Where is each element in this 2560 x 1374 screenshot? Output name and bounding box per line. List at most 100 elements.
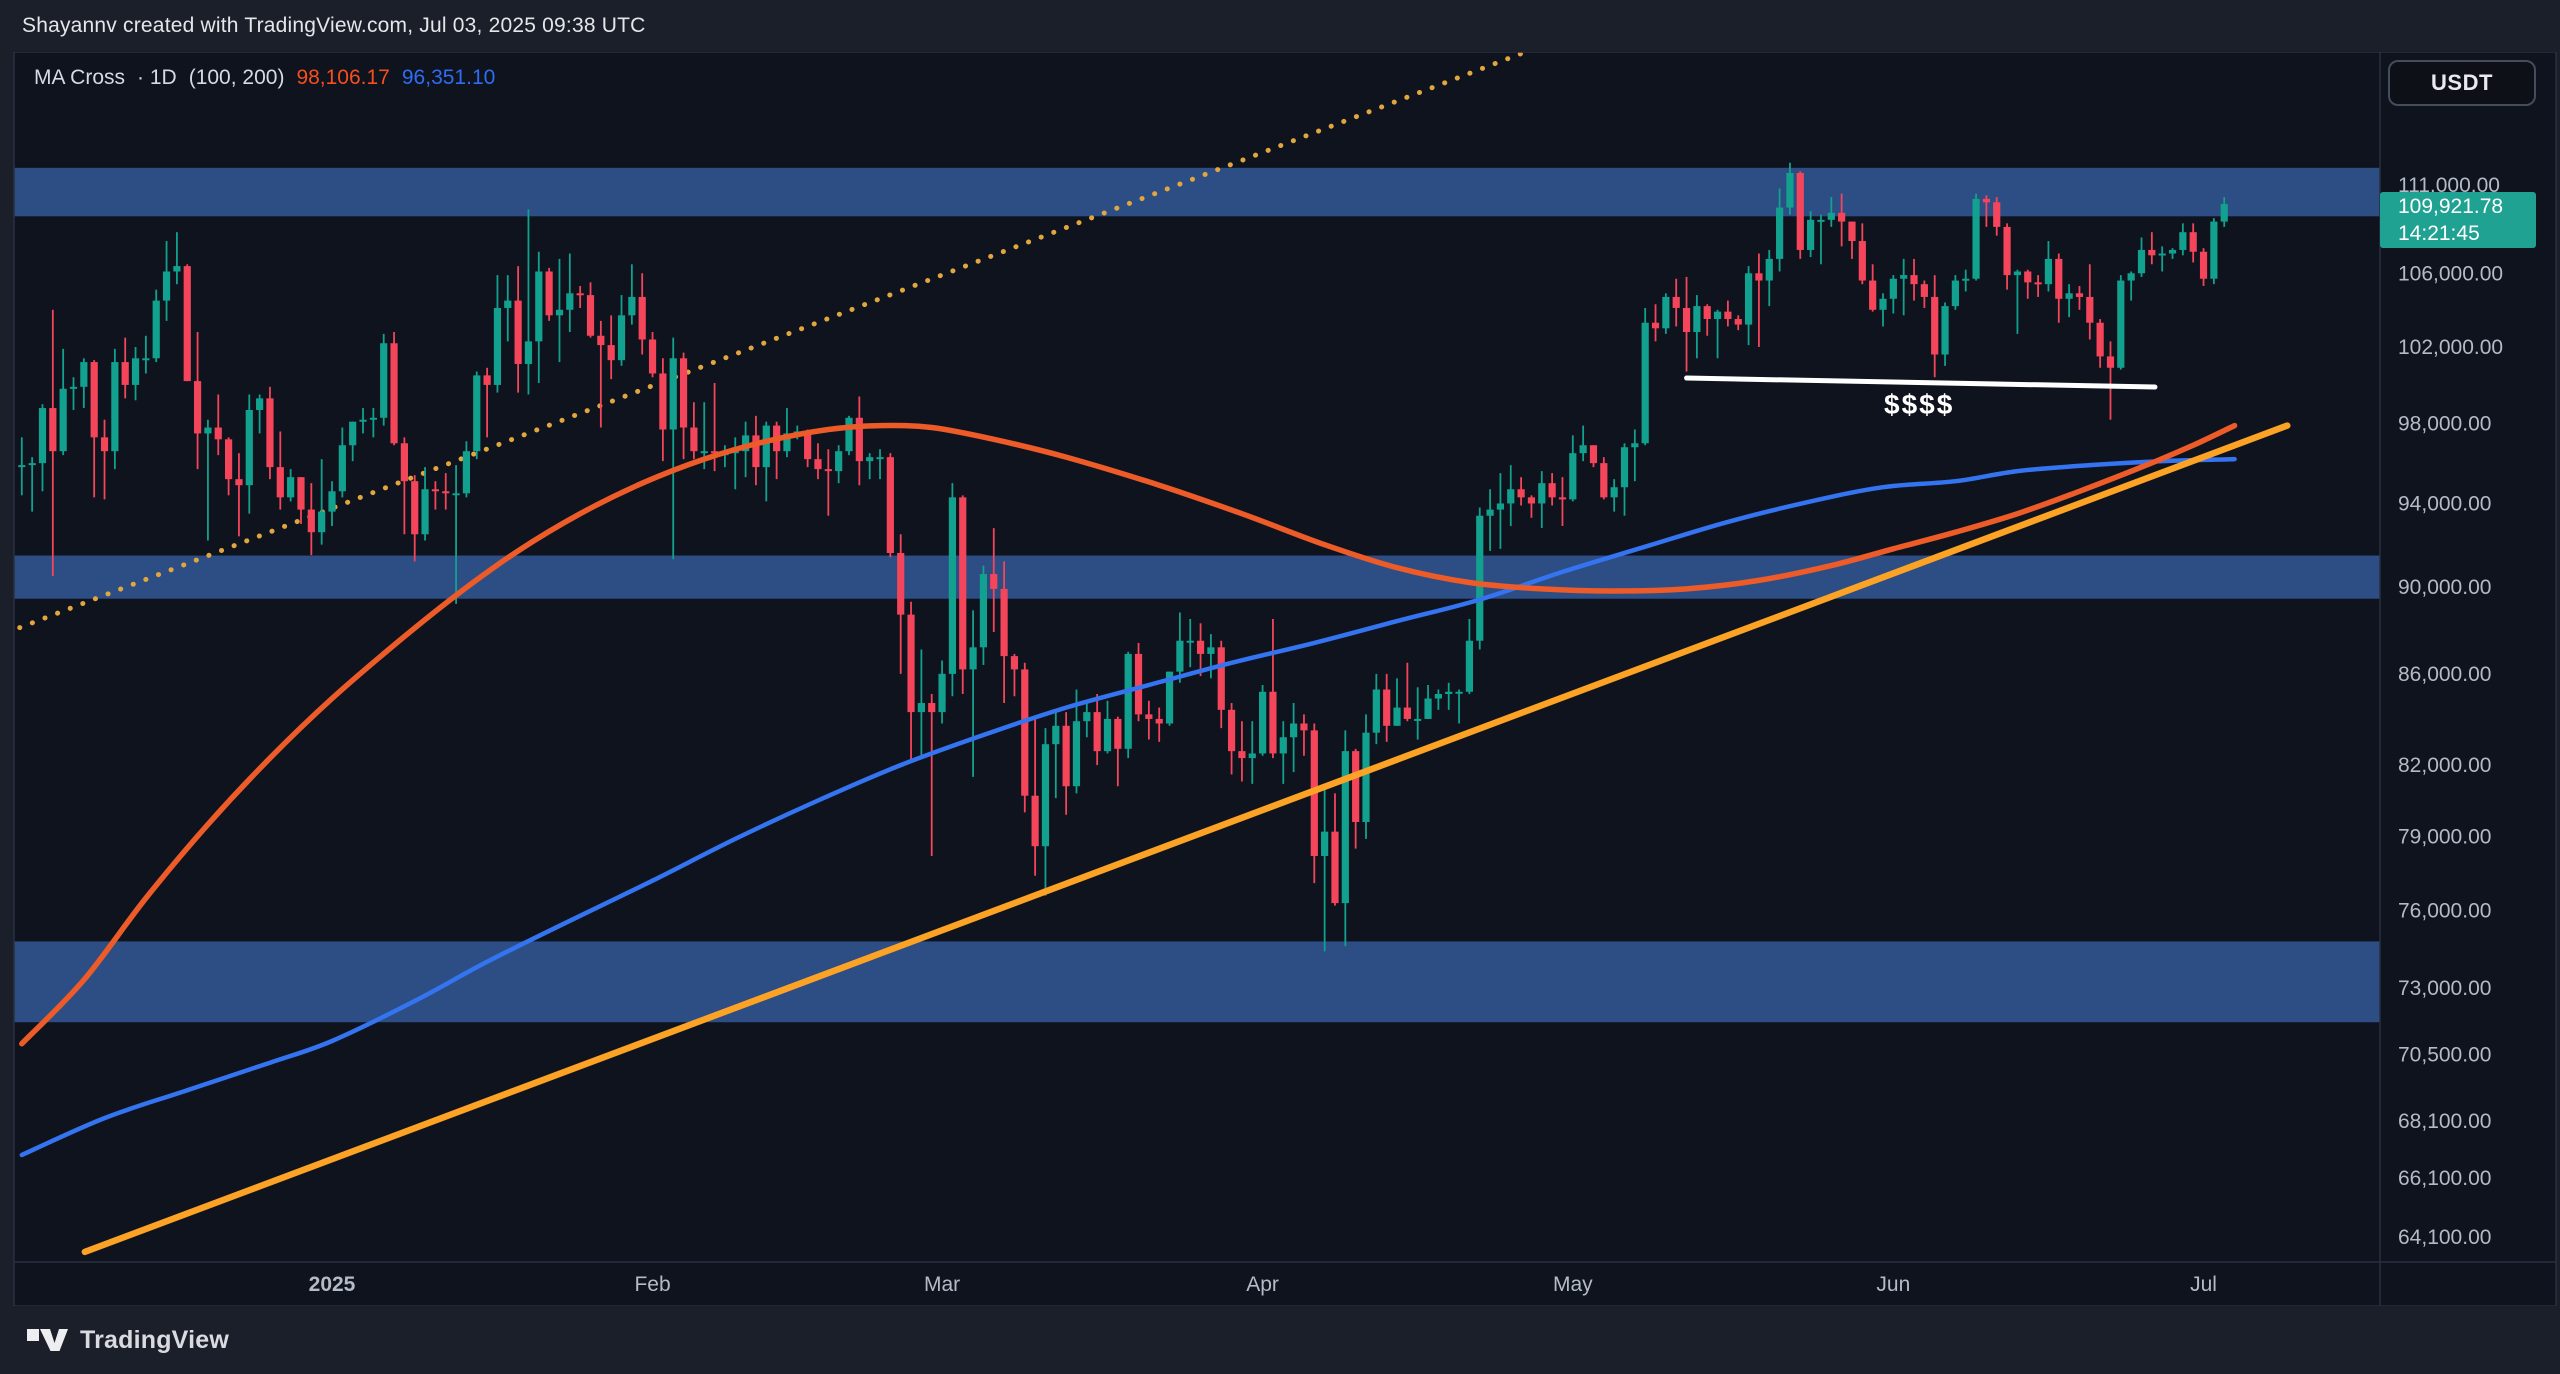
ascending-support[interactable] (81, 422, 2291, 1256)
candle-body (235, 479, 243, 486)
candle-body (2189, 232, 2197, 252)
candle-body (1072, 721, 1081, 787)
candle-body (876, 457, 884, 460)
footer-bar: TradingView (0, 1306, 2560, 1374)
candle-body (1259, 691, 1267, 754)
candle-body (90, 362, 98, 438)
last-price-badge[interactable]: 109,921.78 14:21:45 (2380, 192, 2536, 248)
candle-body (1962, 278, 1970, 281)
candle-body (659, 373, 667, 430)
candle-body (1052, 725, 1060, 745)
candle-body (307, 509, 315, 533)
price-scale[interactable]: 111,000.00 106,000.00 102,000.00 98,000.00 9… (2398, 174, 2503, 1249)
candle-body (411, 481, 419, 535)
candle-body (1548, 483, 1556, 498)
candle-body (1662, 296, 1670, 329)
candle-body (1579, 445, 1587, 454)
tradingview-brand-link[interactable]: TradingView (26, 1326, 229, 1355)
candle-body (514, 300, 522, 364)
candle-body (1134, 653, 1143, 715)
candle-body (1269, 691, 1277, 754)
resistance-zone (14, 167, 2380, 217)
candle-body (1186, 640, 1194, 643)
candle-body (349, 421, 357, 446)
candle-body (173, 266, 181, 272)
candle-body (938, 673, 946, 713)
candle-body (1941, 306, 1949, 355)
time-scale[interactable]: 2025 Feb Mar Apr May Jun Jul (309, 1273, 2217, 1296)
candle-body (555, 309, 564, 316)
candle-body (1196, 640, 1205, 654)
candle-body (1631, 443, 1639, 448)
candle-body (1776, 207, 1784, 259)
plot-area[interactable]: $$$$ (14, 50, 2380, 1256)
candle-body (897, 553, 905, 615)
tradingview-brand-text: TradingView (80, 1325, 230, 1354)
candle-body (152, 300, 160, 359)
time-tick-label: 2025 (309, 1273, 356, 1296)
candle-body (59, 388, 67, 452)
quote-currency-button[interactable]: USDT (2388, 60, 2536, 106)
candle-body (1517, 489, 1525, 498)
price-zones (14, 167, 2380, 1023)
candle-body (886, 457, 894, 554)
candle-body (1765, 258, 1773, 281)
candle-body (1755, 273, 1763, 281)
candle-body (2075, 293, 2084, 297)
candle-body (131, 358, 140, 385)
candle-body (1993, 202, 2001, 227)
dollar-annotation[interactable]: $$$$ (1884, 389, 1954, 420)
candle-body (2096, 322, 2104, 357)
indicator-legend[interactable]: MA Cross · 1D (100, 200) 98,106.17 96,35… (34, 66, 495, 90)
candle-body (1217, 647, 1225, 710)
candle-body (783, 433, 791, 452)
candle-body (2168, 249, 2177, 254)
candle-body (1713, 311, 1722, 320)
ma-200-line[interactable] (19, 456, 2237, 1158)
horizontal-support[interactable] (1684, 375, 2158, 390)
support-zone (14, 941, 2380, 1023)
candle-body (959, 497, 967, 670)
candle-body (1951, 280, 1959, 307)
candle-body (390, 343, 398, 444)
candle-body (1724, 311, 1732, 320)
candle-body (1827, 212, 1835, 220)
candle-body (1155, 718, 1163, 724)
candle-body (576, 293, 584, 296)
candle-body (2003, 226, 2011, 276)
candle-body (1103, 718, 1112, 752)
candle-body (28, 463, 36, 466)
candle-body (1062, 725, 1070, 787)
candle-body (690, 427, 698, 452)
candle-body (2034, 282, 2042, 285)
candle-body (1279, 737, 1287, 754)
candle-body (462, 451, 471, 494)
candle-body (545, 271, 553, 316)
candle-body (1331, 831, 1339, 904)
candle-body (380, 343, 388, 418)
bar-close-countdown: 14:21:45 (2398, 222, 2480, 245)
candle-body (700, 451, 708, 454)
candle-body (1393, 707, 1401, 726)
candle-body (1465, 640, 1473, 692)
dotted-diagonal[interactable] (17, 50, 1532, 631)
candle-body (1352, 751, 1360, 823)
attribution-text: Shayannv created with TradingView.com, J… (22, 14, 646, 37)
candle-body (1600, 463, 1608, 498)
candle-body (1000, 588, 1008, 657)
candle-body (1972, 198, 1980, 279)
chart-pane[interactable] (14, 52, 2556, 1306)
candle-body (442, 491, 450, 494)
candle-body (80, 362, 88, 387)
candle-body (948, 497, 956, 674)
candle-body (1114, 718, 1122, 749)
candle-body (1838, 212, 1846, 222)
candle-body (2117, 280, 2125, 368)
candle-body (1424, 698, 1432, 719)
ma-100-line[interactable] (19, 422, 2238, 1047)
candle-body (183, 266, 191, 382)
candle-body (1558, 497, 1567, 500)
ma100-value: 98,106.17 (296, 66, 390, 89)
candle-body (1982, 198, 1990, 203)
